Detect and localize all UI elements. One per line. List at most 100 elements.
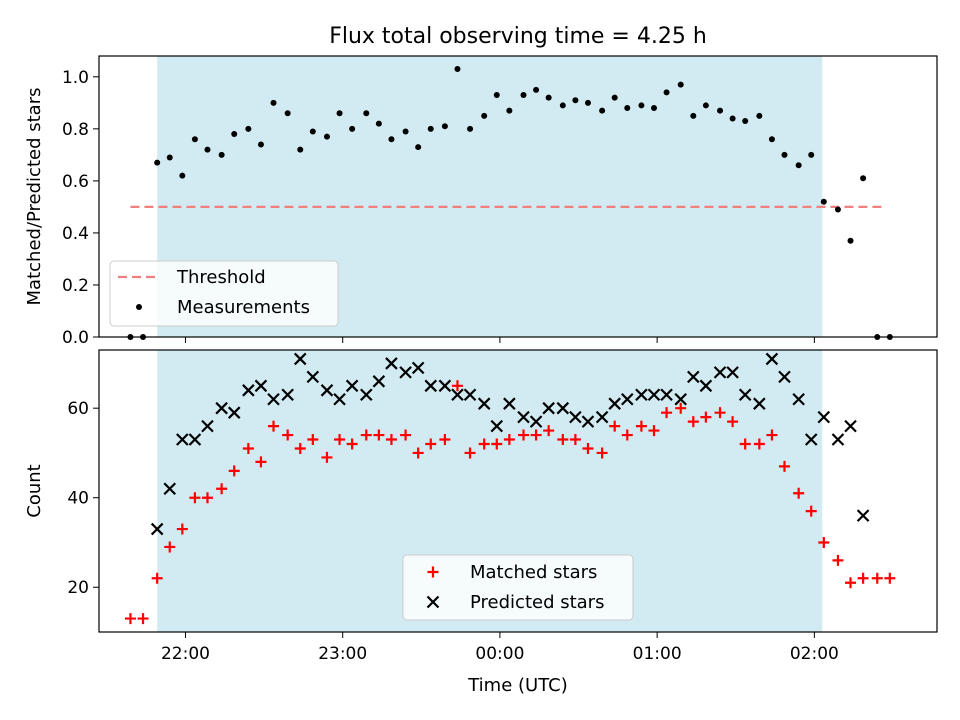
measurement-point xyxy=(768,136,775,143)
y-tick-label: 0.6 xyxy=(62,172,89,192)
x-axis-label: Time (UTC) xyxy=(467,675,568,696)
matched-star-point xyxy=(242,442,254,454)
matched-star-point xyxy=(661,407,673,419)
predicted-star-point xyxy=(242,384,255,397)
y-tick-label: 1.0 xyxy=(62,68,89,88)
predicted-star-point xyxy=(163,482,177,496)
predicted-star-point xyxy=(254,379,268,393)
predicted-star-point xyxy=(360,388,373,402)
matched-star-point xyxy=(151,572,163,584)
x-tick-label: 22:00 xyxy=(161,644,210,664)
matched-star-point xyxy=(727,416,739,428)
matched-star-point xyxy=(621,429,633,441)
matched-star-point xyxy=(530,429,542,441)
predicted-star-point xyxy=(792,392,805,406)
measurement-point xyxy=(363,110,370,117)
matched-star-point xyxy=(845,577,857,589)
measurement-point xyxy=(415,144,422,151)
measurement-point xyxy=(506,107,513,114)
bottom-y-axis-label: Count xyxy=(24,464,45,517)
measurement-point xyxy=(559,102,566,109)
predicted-star-point xyxy=(542,401,555,415)
measurement-point xyxy=(284,110,291,117)
matched-star-point xyxy=(124,613,136,625)
bottom-legend: Matched stars Predicted stars xyxy=(402,554,634,621)
measurement-point xyxy=(638,102,645,109)
matched-star-point xyxy=(753,438,765,450)
measurement-point xyxy=(717,107,724,114)
matched-star-point xyxy=(334,434,346,446)
matched-star-point xyxy=(778,460,790,472)
matched-star-point xyxy=(373,429,385,441)
measurement-point xyxy=(218,151,225,158)
matched-star-point xyxy=(164,541,176,553)
y-tick-label: 40 xyxy=(67,489,89,509)
predicted-star-point xyxy=(150,522,164,536)
matched-star-point xyxy=(307,434,319,446)
predicted-star-point xyxy=(188,433,202,446)
measurement-point xyxy=(257,141,264,148)
predicted-star-point xyxy=(333,392,346,406)
predicted-star-point xyxy=(281,388,294,402)
measurement-point xyxy=(808,151,815,158)
measurement-point xyxy=(820,198,827,205)
measurement-point xyxy=(624,105,631,112)
matched-star-point xyxy=(268,420,280,432)
measurement-point xyxy=(572,97,579,104)
predicted-star-point xyxy=(856,509,870,522)
measurement-point xyxy=(231,131,238,138)
matched-star-point xyxy=(491,438,503,450)
measurement-point xyxy=(834,206,841,213)
predicted-star-point xyxy=(726,366,739,379)
predicted-star-point xyxy=(320,384,334,397)
x-tick-label: 02:00 xyxy=(790,644,839,664)
measurement-point xyxy=(493,92,500,99)
measurement-point xyxy=(454,66,461,73)
matched-star-point xyxy=(216,483,228,495)
measurement-point xyxy=(191,136,198,143)
matched-star-point xyxy=(596,447,608,459)
matched-star-point xyxy=(857,572,869,584)
matched-star-point xyxy=(425,438,437,450)
predicted-star-point xyxy=(660,388,673,402)
measurement-point xyxy=(611,94,618,101)
matched-star-point xyxy=(884,572,896,584)
predicted-star-point xyxy=(463,388,477,402)
measurement-point xyxy=(179,172,186,179)
measurement-point xyxy=(467,125,474,132)
matched-star-point xyxy=(189,492,201,504)
matched-star-point xyxy=(793,487,805,499)
predicted-star-point xyxy=(529,415,543,428)
measurement-point xyxy=(520,92,527,99)
predicted-star-point xyxy=(424,379,438,393)
legend-measurements-label: Measurements xyxy=(177,297,310,318)
predicted-star-point xyxy=(227,406,241,419)
predicted-star-point xyxy=(687,370,700,384)
predicted-star-point xyxy=(411,361,425,375)
x-tick-label: 23:00 xyxy=(318,644,367,664)
measurement-point xyxy=(860,175,867,182)
matched-star-point xyxy=(687,416,699,428)
predicted-star-point xyxy=(713,366,727,379)
measurement-point xyxy=(584,99,591,106)
predicted-star-point xyxy=(635,388,648,402)
matched-star-point xyxy=(871,572,883,584)
x-tick-label: 01:00 xyxy=(633,644,682,664)
predicted-star-point xyxy=(699,379,713,393)
predicted-star-point xyxy=(399,366,412,379)
bottom-panel: 20 40 60 Count 22:00 23:00 00:00 01:00 02:00 Matc… xyxy=(24,349,938,664)
matched-star-point xyxy=(255,456,267,468)
predicted-star-point xyxy=(306,370,320,384)
matched-star-point xyxy=(282,429,294,441)
matched-star-point xyxy=(714,407,726,419)
matched-star-point xyxy=(518,429,530,441)
predicted-star-point xyxy=(581,415,595,428)
predicted-star-point xyxy=(620,392,634,406)
matched-star-point xyxy=(700,411,712,423)
predicted-star-point xyxy=(608,397,621,410)
measurement-point xyxy=(795,162,802,169)
measurement-point xyxy=(270,99,277,106)
predicted-star-point xyxy=(293,352,307,366)
measurement-point xyxy=(677,81,684,88)
